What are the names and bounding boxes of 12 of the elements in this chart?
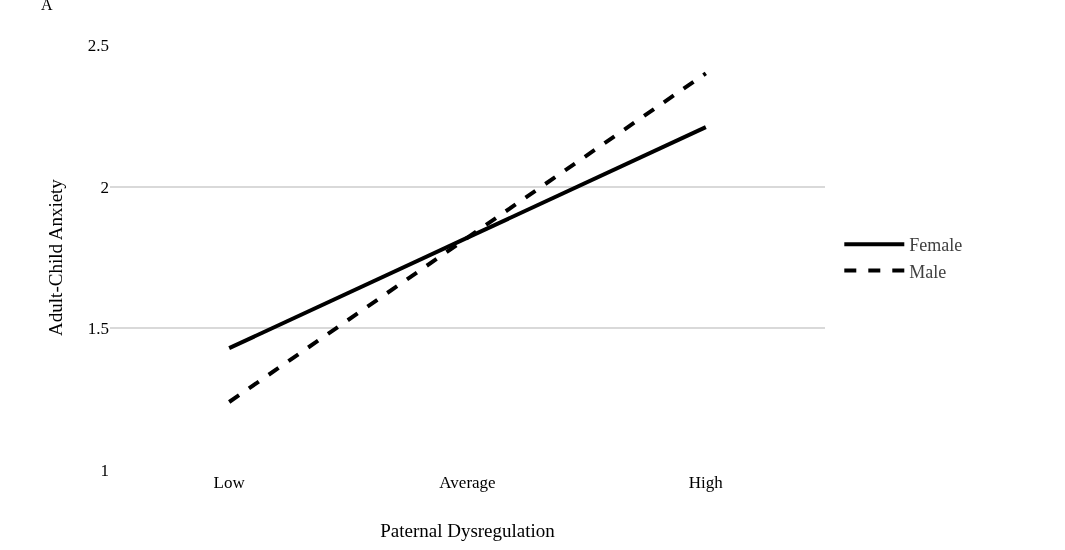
legend-label: Male [909,261,947,282]
x-tick-label: High [688,473,724,492]
legend-label: Female [909,235,963,256]
y-tick-label: 2 [100,177,109,197]
x-tick-label: Low [213,473,246,492]
y-tick-label: 2.5 [87,35,109,55]
y-axis-title: Adult-Child Anxiety [45,178,66,336]
x-axis-title: Paternal Dysregulation [380,520,556,541]
y-tick-label: 1.5 [87,319,109,339]
x-tick-label: Average [439,473,496,492]
y-tick-label: 1 [100,460,109,480]
text: A [41,0,53,13]
